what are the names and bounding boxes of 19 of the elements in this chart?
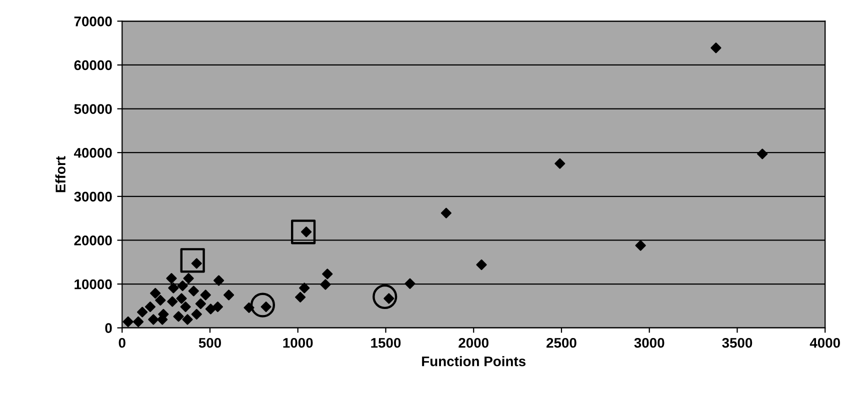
- x-axis-title: Function Points: [422, 356, 526, 366]
- y-tick-label: 50000: [74, 104, 112, 114]
- y-tick-label: 30000: [74, 192, 112, 202]
- x-tick-label: 0: [118, 338, 126, 348]
- x-tick-label: 3500: [722, 338, 752, 348]
- x-tick-label: 1500: [371, 338, 401, 348]
- y-tick-label: 20000: [74, 236, 112, 246]
- y-tick-label: 0: [105, 323, 112, 334]
- y-tick-label: 10000: [74, 279, 112, 290]
- x-tick-label: 3000: [634, 338, 664, 348]
- x-tick-label: 2000: [458, 338, 488, 348]
- x-tick-label: 500: [198, 338, 222, 348]
- y-tick-label: 40000: [74, 148, 112, 158]
- y-tick-label: 70000: [74, 16, 112, 26]
- x-tick-label: 4000: [810, 338, 840, 348]
- y-tick-label: 60000: [74, 60, 112, 70]
- x-tick-label: 1000: [283, 338, 313, 348]
- x-tick-label: 2500: [546, 338, 576, 348]
- y-axis-title: Effort: [55, 156, 66, 192]
